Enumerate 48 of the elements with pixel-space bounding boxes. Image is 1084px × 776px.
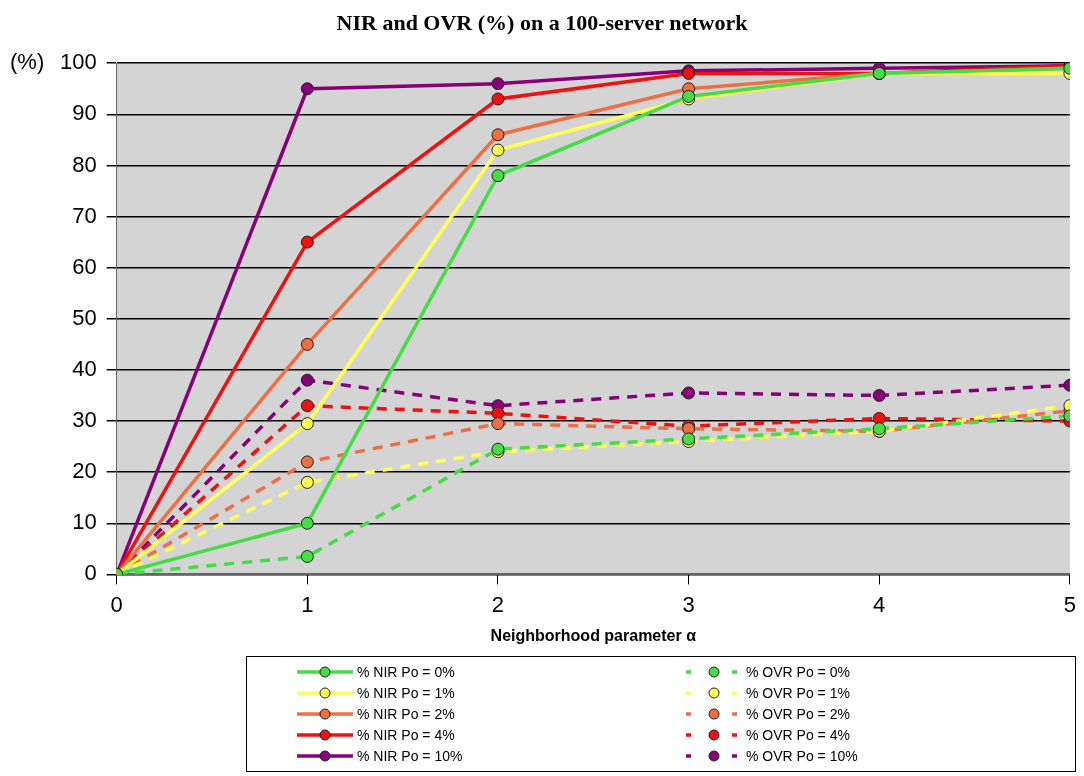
point (872, 388, 886, 402)
point (491, 417, 505, 431)
x-tick-label: 3 (682, 591, 695, 617)
legend-label: % NIR Po = 4% (357, 726, 455, 743)
legend-label: % OVR Po = 4% (746, 726, 850, 743)
x-tick-label: 0 (110, 591, 123, 617)
point (300, 373, 314, 387)
legend-label: % NIR Po = 2% (357, 705, 455, 722)
x-tick-label: 5 (1063, 591, 1077, 617)
x-axis-title: Neighborhood parameter α (490, 626, 697, 644)
point (491, 77, 505, 91)
point (300, 235, 314, 249)
legend-label: % OVR Po = 1% (746, 684, 850, 701)
y-tick-label: 30 (72, 407, 97, 433)
point (491, 169, 505, 183)
point (300, 475, 314, 489)
point (682, 386, 696, 400)
y-axis-title: (%) (10, 49, 45, 75)
y-tick-label: 70 (72, 202, 97, 228)
x-tick-label: 1 (301, 591, 314, 617)
y-tick-label: 100 (59, 49, 97, 75)
legend-label: % OVR Po = 2% (746, 705, 850, 722)
y-tick-label: 0 (84, 560, 97, 586)
point (300, 337, 314, 351)
y-tick-label: 90 (72, 100, 97, 126)
legend-label: % NIR Po = 1% (357, 684, 455, 701)
y-tick-label: 40 (72, 355, 97, 381)
point (300, 82, 314, 96)
point (300, 399, 314, 413)
point (300, 516, 314, 530)
legend-label: % OVR Po = 0% (746, 663, 850, 680)
legend-label: % OVR Po = 10% (746, 747, 858, 764)
y-tick-label: 80 (72, 151, 97, 177)
x-tick-label: 4 (873, 591, 886, 617)
legend-label: % NIR Po = 10% (357, 747, 463, 764)
x-tick-label: 2 (491, 591, 505, 617)
chart-title: NIR and OVR (%) on a 100-server network (335, 10, 749, 36)
point (491, 143, 505, 157)
legend-label: % NIR Po = 0% (357, 663, 455, 680)
point (300, 455, 314, 469)
y-tick-label: 60 (72, 253, 97, 279)
point (300, 417, 314, 431)
point (491, 92, 505, 106)
point (300, 550, 314, 564)
y-tick-label: 10 (72, 509, 97, 535)
point (491, 128, 505, 142)
y-tick-label: 50 (72, 304, 97, 330)
y-tick-label: 20 (72, 458, 97, 484)
